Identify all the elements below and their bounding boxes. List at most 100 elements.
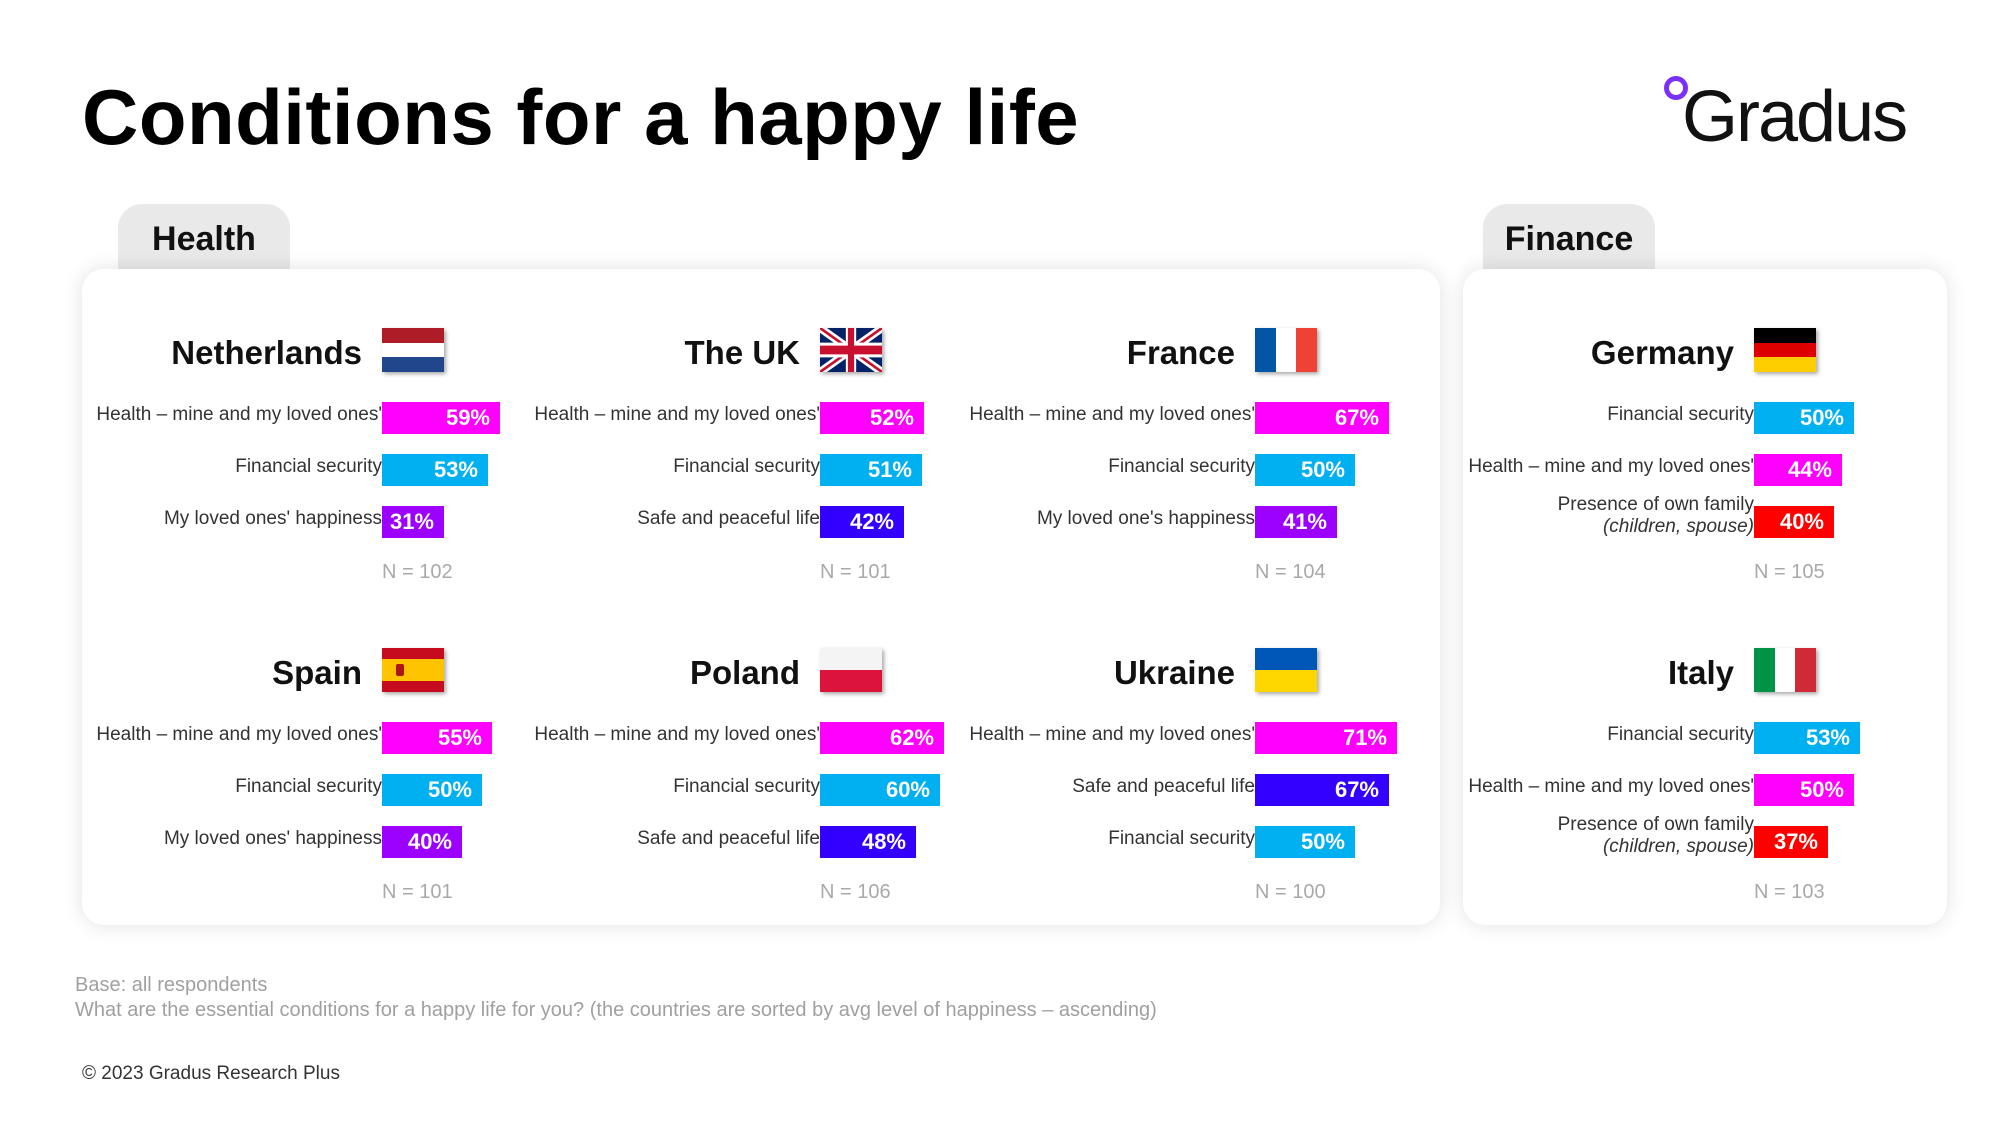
bar-label-text: Health – mine and my loved ones' [534, 404, 820, 425]
bar-value-label: 52% [869, 405, 914, 430]
bar: 50% [1754, 774, 1854, 806]
spain-flag-icon [382, 648, 444, 692]
bar-label-text: My loved one's happiness [1036, 508, 1255, 529]
sample-size: N = 102 [382, 561, 453, 583]
bar-label: Financial security [235, 776, 382, 798]
health-panel [82, 269, 1440, 925]
bar-value-label: 51% [867, 457, 912, 482]
bar-label-text: Health – mine and my loved ones' [534, 724, 820, 745]
italy-flag-icon [1754, 648, 1816, 692]
bar-label-text: Presence of own family [1557, 814, 1754, 835]
bar-label: Presence of own family (children, spouse) [1558, 494, 1754, 538]
bar-label: Financial security [673, 456, 820, 478]
tab-finance: Finance [1483, 204, 1655, 274]
tab-health: Health [118, 204, 290, 274]
sample-size: N = 105 [1754, 561, 1825, 583]
bar-label: Financial security [1108, 828, 1255, 850]
bar-label: My loved ones' happiness [164, 828, 382, 850]
bar: 50% [382, 774, 482, 806]
bar-row: Financial security 53% [1454, 722, 1904, 758]
bar-row: Financial security 50% [955, 826, 1405, 862]
bar-value-label: 41% [1282, 509, 1327, 534]
bar-label-text: Financial security [1607, 404, 1754, 425]
bar-value-label: 44% [1787, 457, 1832, 482]
bar-value-label: 31% [389, 509, 434, 534]
bar-row: Health – mine and my loved ones' 62% [520, 722, 970, 758]
country-chart-italy: Italy Financial security 53% Health – mine … [1454, 648, 1904, 934]
bar-label-text: Financial security [235, 456, 382, 477]
bar-label-text: Safe and peaceful life [1072, 776, 1255, 797]
country-title: Germany [1590, 334, 1734, 371]
bar-row: Financial security 53% [82, 454, 532, 490]
bar: 31% [382, 506, 444, 538]
bar-label-text: Health – mine and my loved ones' [969, 724, 1255, 745]
bar-label-text: Financial security [673, 456, 820, 477]
bar-row: Safe and peaceful life 48% [520, 826, 970, 862]
germany-flag-icon [1754, 328, 1816, 372]
copyright: © 2023 Gradus Research Plus [82, 1063, 340, 1084]
bar-label-text: Health – mine and my loved ones' [1468, 456, 1754, 477]
country-title: The UK [684, 334, 801, 371]
country-title: Netherlands [171, 334, 362, 371]
bar-label: Health – mine and my loved ones' [969, 724, 1255, 746]
bar-row: Health – mine and my loved ones' 52% [520, 402, 970, 438]
bar-row: Financial security 50% [955, 454, 1405, 490]
bar: 67% [1255, 402, 1389, 434]
bar-row: Financial security 51% [520, 454, 970, 490]
bar: 50% [1255, 826, 1355, 858]
bar: 41% [1255, 506, 1337, 538]
bar-label-text: Financial security [1108, 456, 1255, 477]
sample-size: N = 104 [1255, 561, 1326, 583]
bar-row: My loved ones' happiness 40% [82, 826, 532, 862]
bar: 53% [1754, 722, 1860, 754]
bar: 51% [820, 454, 922, 486]
bar-value-label: 53% [1805, 725, 1850, 750]
bar: 71% [1255, 722, 1397, 754]
bar-row: Financial security 60% [520, 774, 970, 810]
bar-value-label: 48% [861, 829, 906, 854]
bar-value-label: 67% [1334, 405, 1379, 430]
bar-label: Presence of own family (children, spouse) [1558, 814, 1754, 858]
bar-value-label: 50% [1799, 777, 1844, 802]
page-title: Conditions for a happy life [82, 73, 1080, 161]
bar-label-text: Health – mine and my loved ones' [96, 724, 382, 745]
bar: 40% [382, 826, 462, 858]
gradus-logo: Gradus [1664, 72, 1940, 172]
logo-dot-icon [1664, 76, 1688, 100]
bar: 40% [1754, 506, 1834, 538]
bar-row: Health – mine and my loved ones' 55% [82, 722, 532, 758]
footnote-base: Base: all respondents [75, 974, 268, 996]
bar-label-text: Health – mine and my loved ones' [96, 404, 382, 425]
country-chart-germany: Germany Financial security 50% Health – min… [1454, 328, 1904, 614]
country-title: Italy [1667, 654, 1734, 691]
bar-label-text: Health – mine and my loved ones' [1468, 776, 1754, 797]
bar-row: My loved ones' happiness 31% [82, 506, 532, 542]
bar-row: Health – mine and my loved ones' 71% [955, 722, 1405, 758]
bar-row: Presence of own family (children, spouse)… [1454, 814, 1904, 862]
bar: 42% [820, 506, 904, 538]
bar-label-text: Health – mine and my loved ones' [969, 404, 1255, 425]
france-flag-icon [1255, 328, 1317, 372]
bar-value-label: 71% [1342, 725, 1387, 750]
bar-value-label: 40% [1779, 509, 1824, 534]
footnote-question: What are the essential conditions for a … [75, 999, 1157, 1021]
bar-label-subtext: (children, spouse) [1602, 516, 1754, 537]
bar-value-label: 50% [427, 777, 472, 802]
logo-text: Gradus [1682, 77, 1908, 157]
bar-row: Presence of own family (children, spouse)… [1454, 494, 1904, 542]
country-chart-uk: The UK Health – mine and my loved ones' 52… [520, 328, 970, 614]
bar-label: Financial security [235, 456, 382, 478]
bar: 48% [820, 826, 916, 858]
bar-value-label: 50% [1300, 457, 1345, 482]
bar-label-text: Financial security [1108, 828, 1255, 849]
bar-label: Financial security [1607, 724, 1754, 746]
bar-label: Health – mine and my loved ones' [96, 404, 382, 426]
bar-value-label: 60% [885, 777, 930, 802]
bar: 37% [1754, 826, 1828, 858]
bar-label-text: My loved ones' happiness [163, 828, 382, 849]
bar-label: Financial security [1108, 456, 1255, 478]
bar-label: Safe and peaceful life [1072, 776, 1255, 798]
bar-label-text: My loved ones' happiness [163, 508, 382, 529]
bar-value-label: 42% [849, 509, 894, 534]
bar: 55% [382, 722, 492, 754]
